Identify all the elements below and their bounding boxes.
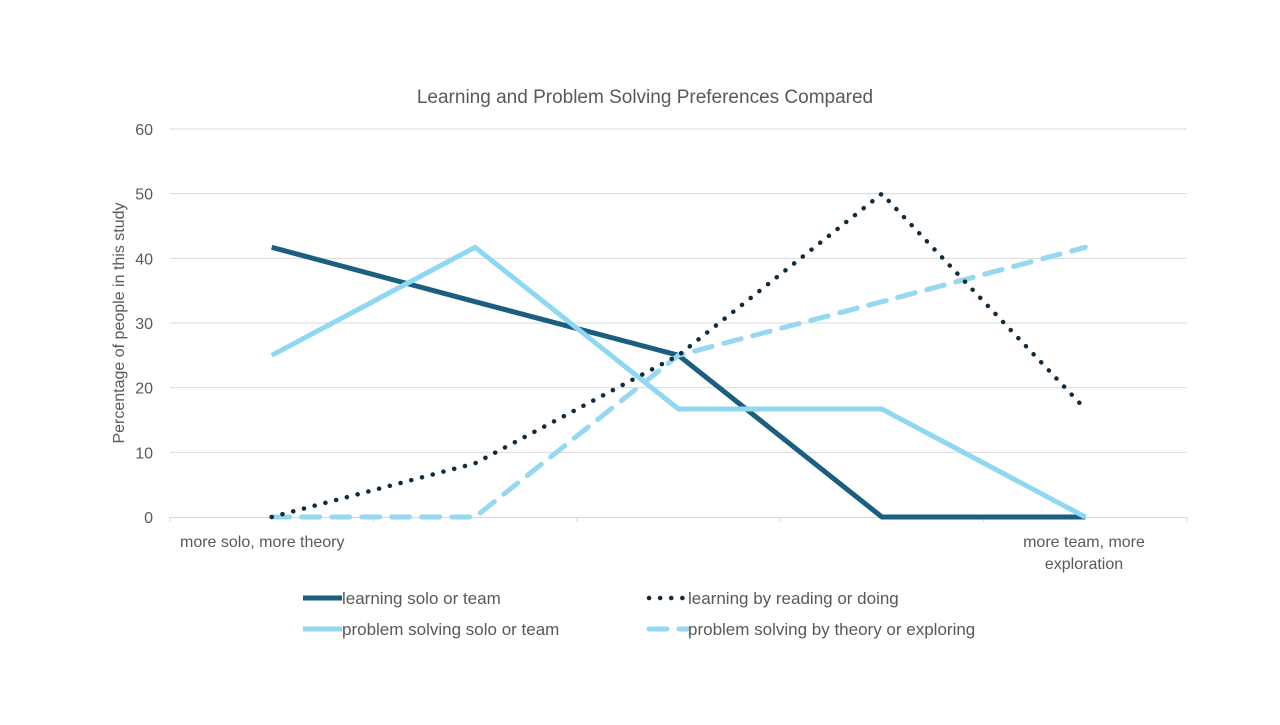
series-lines xyxy=(269,191,1088,520)
series-line-problem-solving-by-theory-or-exploring xyxy=(269,244,1088,520)
x-end-label-left: more solo, more theory xyxy=(180,534,345,551)
y-tick-label-0: 0 xyxy=(144,510,153,527)
legend-item: problem solving by theory or exploring xyxy=(646,620,975,639)
series-line-problem-solving-solo-or-team xyxy=(270,244,1087,520)
y-tick-label-10: 10 xyxy=(135,445,153,462)
legend-label: learning solo or team xyxy=(342,589,501,608)
gridlines xyxy=(170,128,1187,453)
legend-label: learning by reading or doing xyxy=(688,589,899,608)
legend-item: learning by reading or doing xyxy=(646,589,899,608)
x-axis: more solo, more theory more team, more exp… xyxy=(169,517,1188,573)
legend-item: learning solo or team xyxy=(303,589,501,608)
y-axis-ticks: 0 10 20 30 40 50 60 xyxy=(135,122,153,527)
series-line-learning-by-reading-or-doing xyxy=(269,191,1088,520)
legend: learning solo or team learning by reading… xyxy=(303,589,975,639)
y-tick-label-60: 60 xyxy=(135,122,153,139)
chart-title: Learning and Problem Solving Preferences… xyxy=(417,87,873,108)
legend-label: problem solving by theory or exploring xyxy=(688,620,975,639)
legend-label: problem solving solo or team xyxy=(342,620,559,639)
y-tick-label-40: 40 xyxy=(135,251,153,268)
y-tick-label-50: 50 xyxy=(135,187,153,204)
y-axis-label: Percentage of people in this study xyxy=(111,202,128,443)
y-tick-label-20: 20 xyxy=(135,381,153,398)
x-end-label-right: more team, more exploration xyxy=(1023,534,1145,573)
legend-item: problem solving solo or team xyxy=(303,620,559,639)
y-tick-label-30: 30 xyxy=(135,316,153,333)
